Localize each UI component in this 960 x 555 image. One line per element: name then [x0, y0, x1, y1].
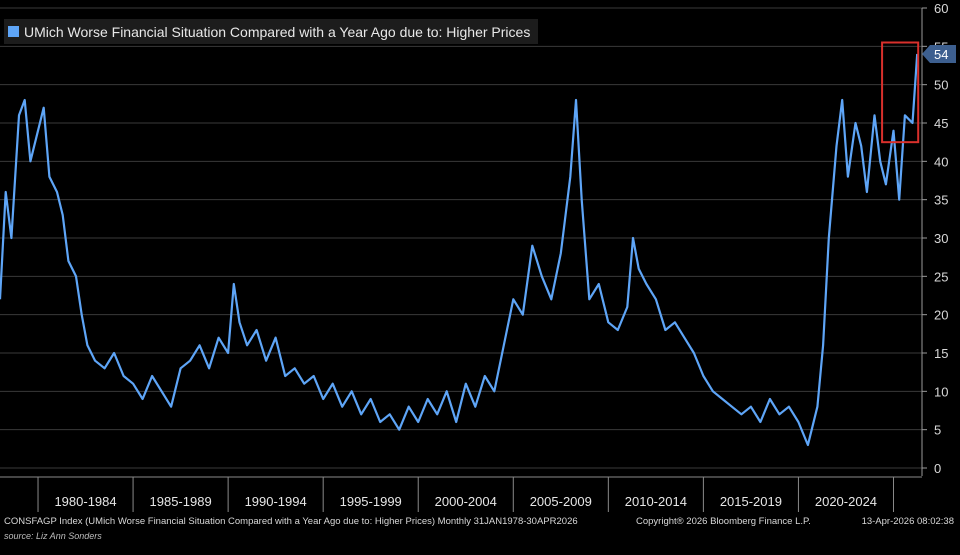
y-tick-label: 40	[934, 154, 948, 169]
y-tick-label: 15	[934, 346, 948, 361]
y-tick-label: 35	[934, 193, 948, 208]
y-tick-label: 50	[934, 78, 948, 93]
x-tick-label: 1985-1989	[150, 494, 212, 509]
y-tick-label: 20	[934, 308, 948, 323]
y-tick-label: 60	[934, 1, 948, 16]
footer-copyright: Copyright® 2026 Bloomberg Finance L.P.	[636, 516, 811, 527]
last-value-marker	[922, 45, 956, 63]
x-tick-label: 2015-2019	[720, 494, 782, 509]
y-tick-label: 30	[934, 231, 948, 246]
highlight-box	[881, 41, 920, 144]
x-tick-label: 1980-1984	[54, 494, 116, 509]
footer-description: CONSFAGP Index (UMich Worse Financial Si…	[4, 516, 578, 527]
gridlines	[0, 7, 922, 469]
x-tick-label: 2020-2024	[815, 494, 877, 509]
footer-timestamp: 13-Apr-2026 08:02:38	[861, 516, 954, 527]
y-tick-label: 25	[934, 269, 948, 284]
legend: UMich Worse Financial Situation Compared…	[4, 19, 539, 44]
legend-label: UMich Worse Financial Situation Compared…	[24, 23, 531, 40]
y-tick-label: 10	[934, 384, 948, 399]
footer-source: source: Liz Ann Sonders	[4, 531, 102, 541]
y-axis: 051015202530354045505560	[921, 1, 948, 476]
last-value-label: 54	[934, 47, 948, 62]
x-tick-label: 2000-2004	[435, 494, 497, 509]
series-group	[0, 53, 919, 447]
annotations: 54	[881, 41, 956, 144]
legend-swatch	[8, 26, 19, 37]
x-tick-label: 2010-2014	[625, 494, 687, 509]
x-tick-label: 1995-1999	[340, 494, 402, 509]
y-tick-label: 0	[934, 461, 941, 476]
series-line	[0, 53, 919, 447]
y-tick-label: 45	[934, 116, 948, 131]
x-tick-label: 2005-2009	[530, 494, 592, 509]
x-axis: 1980-1984 1985-1989 1990-1994 1995-1999 2000…	[0, 476, 922, 512]
x-tick-label: 1990-1994	[245, 494, 307, 509]
y-tick-label: 5	[934, 423, 941, 438]
